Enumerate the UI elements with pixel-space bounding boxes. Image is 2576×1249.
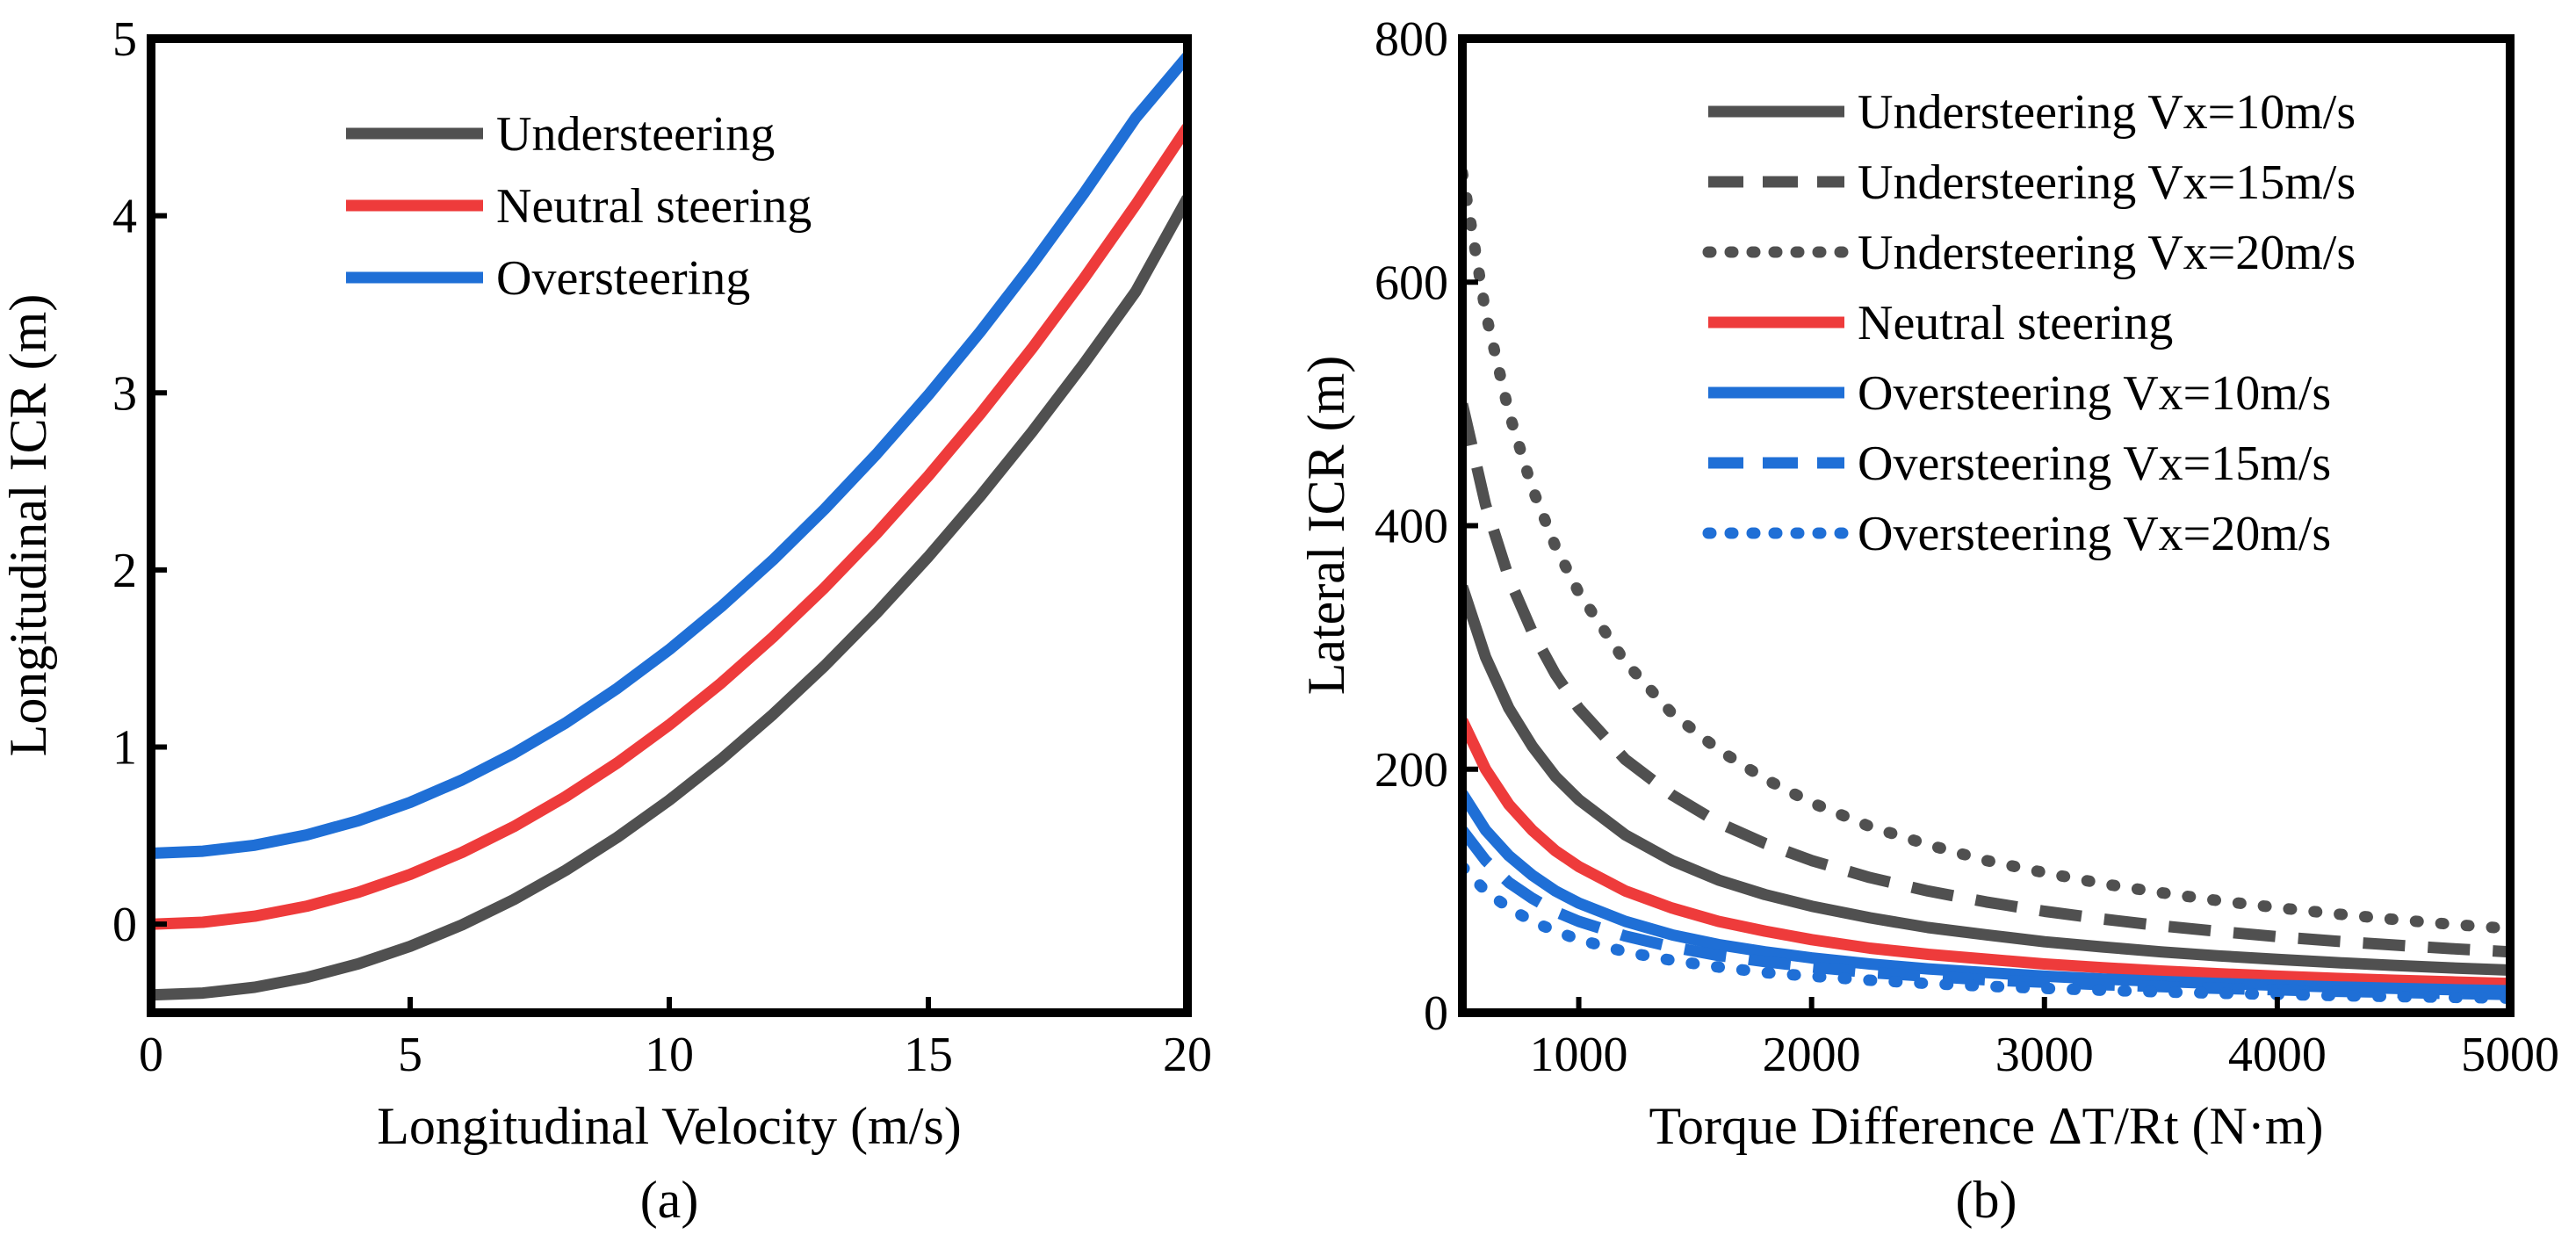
- series-line-1-6: [1462, 861, 2510, 1004]
- x-tick-label: 4000: [2228, 1028, 2327, 1082]
- legend-entry-label: Neutral steering: [496, 179, 812, 234]
- y-tick-label: 0: [1424, 986, 1448, 1041]
- series-line-1-2: [1462, 167, 2510, 935]
- y-tick-label: 2: [112, 544, 137, 598]
- series-line-0-0: [151, 195, 1187, 1001]
- panel-b: 1000 2000 3000 4000 5000 0 200 400 600 800 Torque …: [1297, 12, 2559, 1229]
- series-group: [1462, 167, 2510, 1004]
- y-tick-label: 400: [1375, 500, 1448, 554]
- x-tick-label: 10: [645, 1028, 694, 1082]
- series-line-1-1: [1462, 402, 2510, 958]
- legend-entry-label: Oversteering: [496, 251, 750, 306]
- series-line-1-3: [1462, 718, 2510, 990]
- y-tick-label: 600: [1375, 256, 1448, 310]
- panel-label: (b): [1956, 1171, 2017, 1229]
- legend-entry-label: Oversteering Vx=20m/s: [1858, 507, 2331, 561]
- y-tick-label: 200: [1375, 743, 1448, 798]
- x-tick-label: 5000: [2461, 1028, 2559, 1082]
- legend-entry-label: Oversteering Vx=15m/s: [1858, 437, 2331, 491]
- y-tick-label: 3: [112, 366, 137, 421]
- legend-entry-label: Understeering Vx=15m/s: [1858, 155, 2356, 210]
- legend-entry-label: Neutral steering: [1858, 296, 2173, 350]
- y-axis-label: Longitudinal ICR (m): [0, 294, 57, 757]
- x-tick-label: 2000: [1763, 1028, 1861, 1082]
- series-line-0-1: [151, 124, 1187, 930]
- x-axis-label: Torque Difference ΔT/Rt (N·m): [1649, 1097, 2324, 1155]
- y-tick-label: 4: [112, 190, 137, 244]
- y-tick-label: 1: [112, 721, 137, 776]
- panel-label: (a): [640, 1171, 699, 1229]
- legend-entry-label: Understeering: [496, 107, 775, 162]
- legend: Understeering Neutral steering Oversteerin…: [346, 107, 812, 306]
- x-tick-label: 3000: [1995, 1028, 2094, 1082]
- x-tick-label: 15: [904, 1028, 953, 1082]
- y-axis-label: Lateral ICR (m): [1297, 356, 1355, 696]
- series-line-1-5: [1462, 827, 2510, 1000]
- legend-entry-label: Oversteering Vx=10m/s: [1858, 366, 2331, 421]
- x-tick-label: 0: [139, 1028, 163, 1082]
- panel-a: 0 5 10 15 20 0 1 2 3 4 5 Longitudinal Velocity (m/s…: [0, 12, 1212, 1229]
- legend-entry-label: Understeering Vx=10m/s: [1858, 85, 2356, 140]
- y-tick-label: 800: [1375, 12, 1448, 67]
- series-group: [151, 53, 1187, 1001]
- series-line-1-0: [1462, 584, 2510, 976]
- x-axis-label: Longitudinal Velocity (m/s): [377, 1097, 961, 1155]
- legend-entry-label: Understeering Vx=20m/s: [1858, 226, 2356, 280]
- y-tick-label: 0: [112, 898, 137, 952]
- legend: Understeering Vx=10m/s Understeering Vx=1…: [1702, 85, 2356, 561]
- x-tick-label: 5: [398, 1028, 422, 1082]
- y-tick-label: 5: [112, 12, 137, 67]
- x-tick-label: 1000: [1530, 1028, 1628, 1082]
- x-tick-label: 20: [1163, 1028, 1212, 1082]
- series-line-0-2: [151, 53, 1187, 859]
